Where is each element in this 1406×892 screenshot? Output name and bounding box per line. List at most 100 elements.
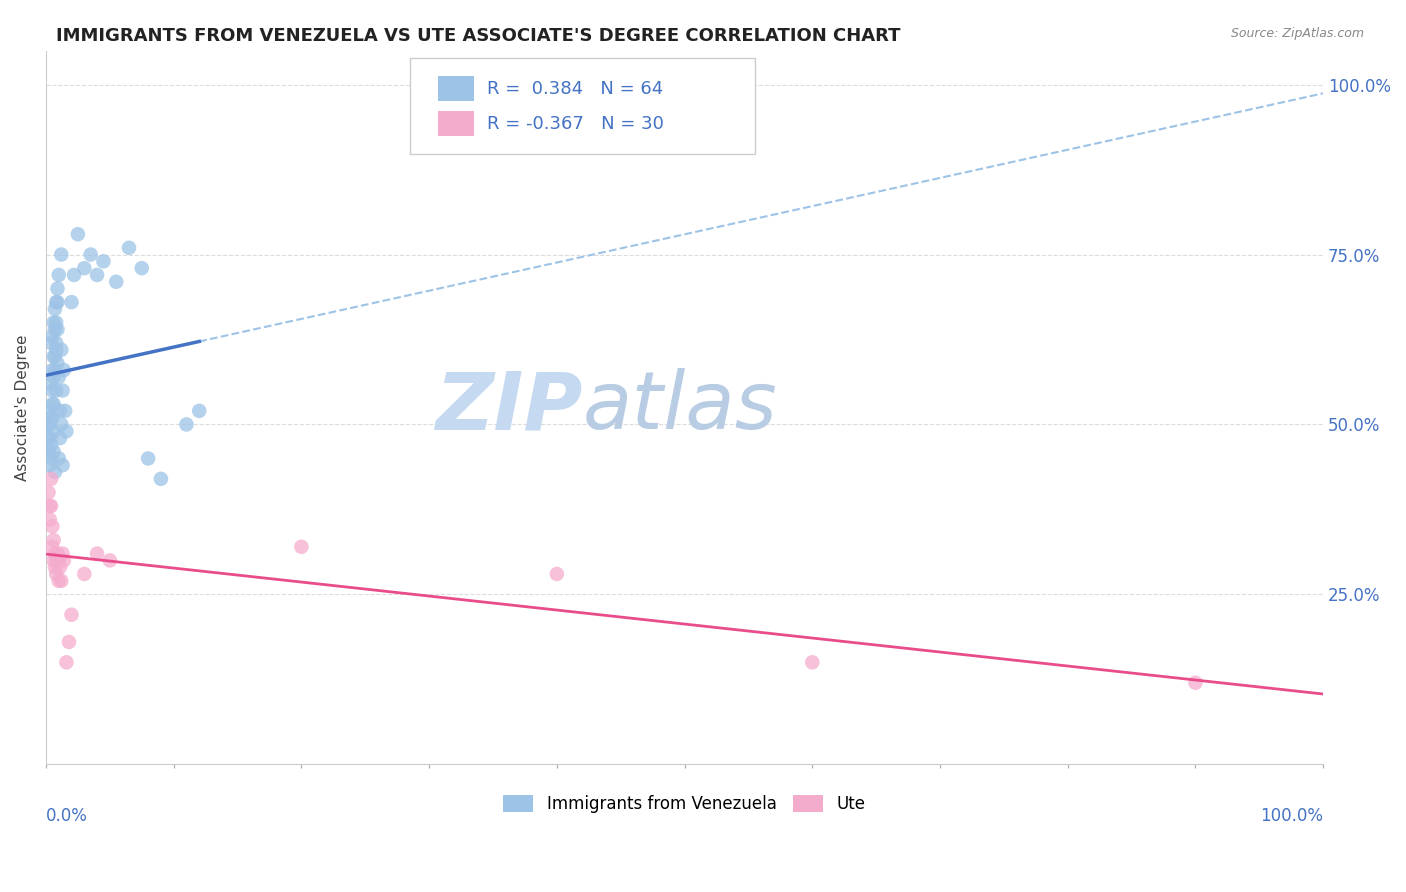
Point [79,247,101,261]
Point [39,376,62,391]
Point [38,485,60,500]
Point [118,241,141,255]
Point [42,444,65,458]
Point [52,547,75,561]
Point [51,247,73,261]
Point [63,268,86,282]
Point [46,281,69,295]
Point [44,322,66,336]
Text: IMMIGRANTS FROM VENEZUELA VS UTE ASSOCIATE'S DEGREE CORRELATION CHART: IMMIGRANTS FROM VENEZUELA VS UTE ASSOCIA… [56,27,901,45]
Point [45,384,67,398]
Point [46,322,69,336]
Legend: Immigrants from Venezuela, Ute: Immigrants from Venezuela, Ute [496,789,872,820]
Point [46,356,69,370]
Point [41,363,63,377]
Point [39,499,62,513]
Point [149,472,172,486]
Point [131,261,153,276]
Point [41,397,63,411]
Point [52,384,75,398]
Point [48,268,70,282]
Point [52,458,75,473]
Point [38,444,60,458]
Point [45,566,67,581]
FancyBboxPatch shape [439,76,474,101]
Text: 100.0%: 100.0% [1260,807,1323,825]
Point [45,343,67,357]
Point [38,417,60,432]
Text: 0.0%: 0.0% [46,807,87,825]
Y-axis label: Associate's Degree: Associate's Degree [15,334,30,481]
Point [51,417,73,432]
Point [44,363,66,377]
Point [60,295,83,310]
Point [42,350,65,364]
Point [42,370,65,384]
Point [55,656,77,670]
Point [48,370,70,384]
Point [73,261,96,276]
Point [42,397,65,411]
Point [66,227,89,242]
Point [42,533,65,547]
Point [39,335,62,350]
Point [44,547,66,561]
Point [41,410,63,425]
Point [38,458,60,473]
Point [42,553,65,567]
Point [51,574,73,588]
Text: R = -0.367   N = 30: R = -0.367 N = 30 [486,115,664,133]
Point [52,363,75,377]
Point [546,566,568,581]
Point [176,417,198,432]
Point [60,607,83,622]
Text: ZIP: ZIP [434,368,582,447]
Point [44,301,66,316]
Point [48,553,70,567]
FancyBboxPatch shape [439,112,474,136]
Point [39,451,62,466]
Point [39,410,62,425]
Point [44,560,66,574]
Point [49,431,72,445]
Point [38,499,60,513]
Point [42,316,65,330]
Point [38,417,60,432]
Point [39,438,62,452]
FancyBboxPatch shape [411,58,755,154]
Point [38,404,60,418]
Point [188,404,211,418]
Text: R =  0.384   N = 64: R = 0.384 N = 64 [486,79,662,97]
Point [48,451,70,466]
Point [38,431,60,445]
Point [46,547,69,561]
Point [48,574,70,588]
Point [86,268,108,282]
Point [86,547,108,561]
Point [41,329,63,343]
Point [58,635,80,649]
Point [44,465,66,479]
Point [93,254,115,268]
Point [290,540,312,554]
Point [105,275,128,289]
Point [38,513,60,527]
Point [39,472,62,486]
Point [51,343,73,357]
Point [73,566,96,581]
Point [41,384,63,398]
Point [46,295,69,310]
Point [49,560,72,574]
Point [45,295,67,310]
Point [136,451,159,466]
Point [45,553,67,567]
Point [44,350,66,364]
Text: Source: ZipAtlas.com: Source: ZipAtlas.com [1230,27,1364,40]
Point [42,424,65,438]
Point [41,519,63,533]
Point [1184,675,1206,690]
Point [53,404,76,418]
Point [52,553,75,567]
Point [49,404,72,418]
Point [45,335,67,350]
